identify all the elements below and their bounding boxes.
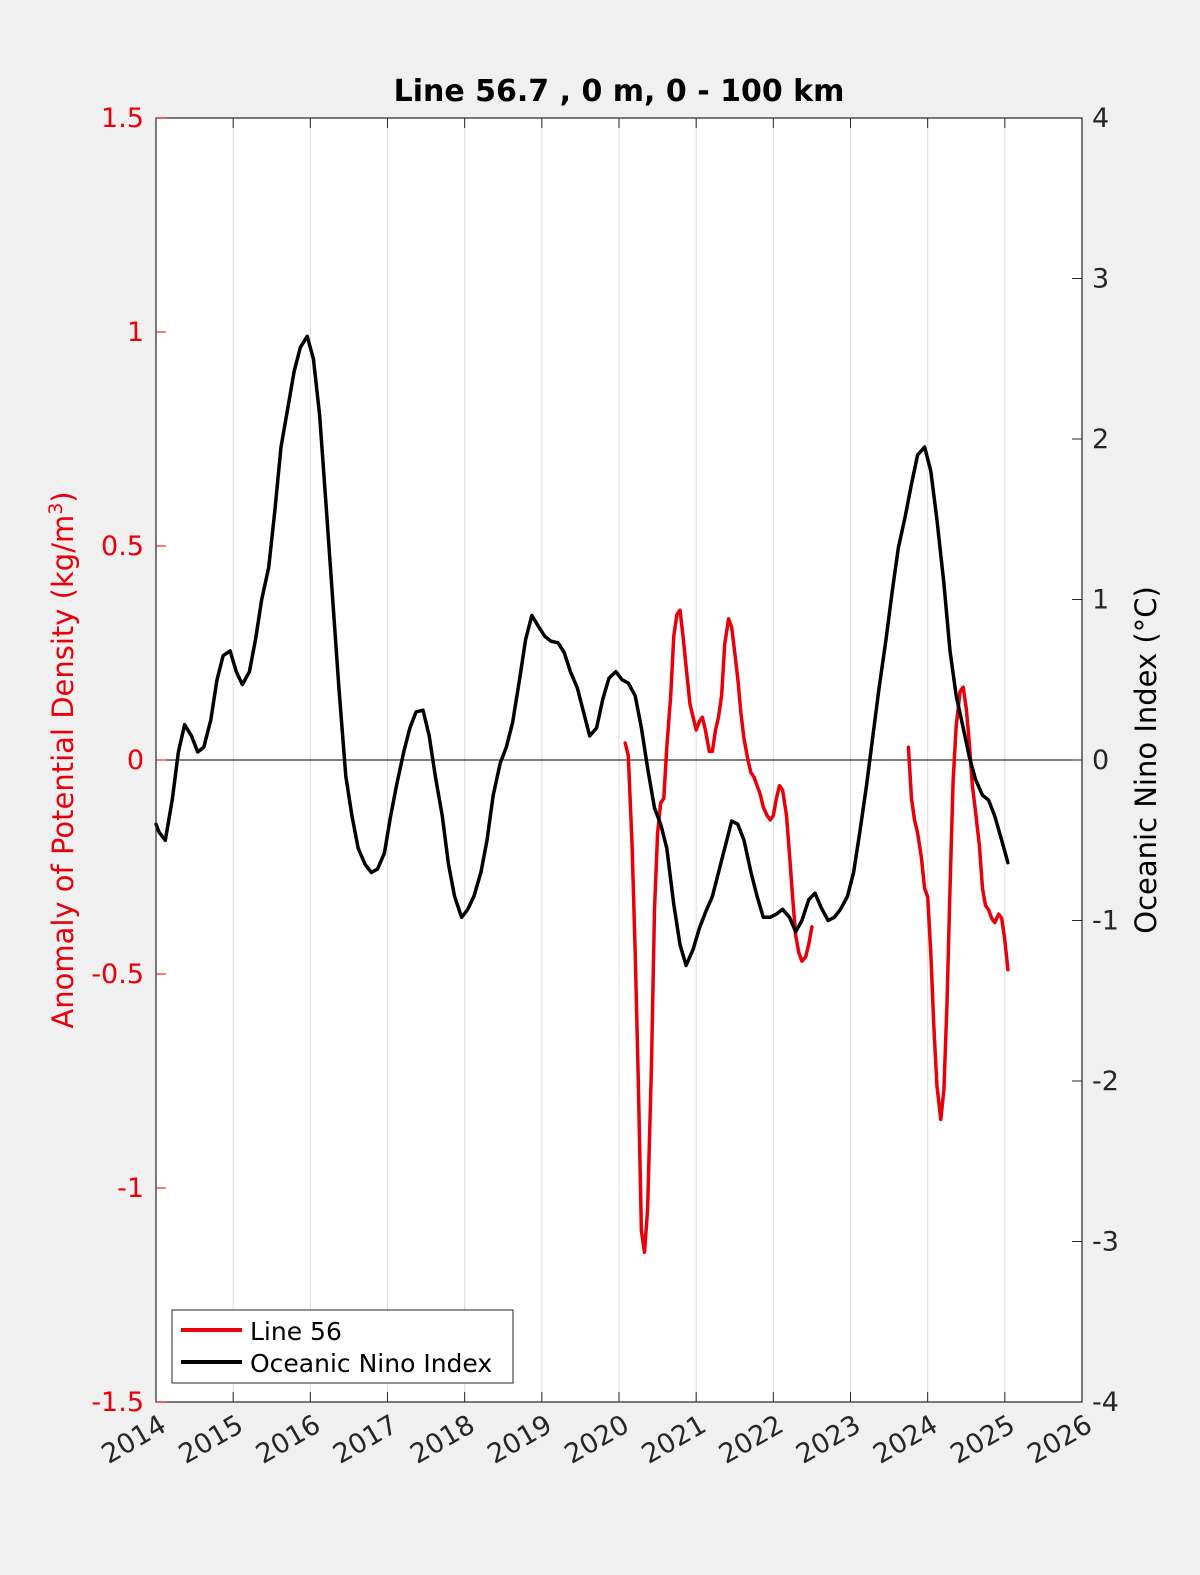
x-tick-label: 2025 — [945, 1409, 1020, 1470]
chart-title: Line 56.7 , 0 m, 0 - 100 km — [394, 74, 845, 109]
x-tick-label: 2018 — [405, 1409, 480, 1470]
legend-label-oni: Oceanic Nino Index — [250, 1349, 492, 1378]
right-y-axis: 4 3 2 1 0 -1 -2 -3 -4 — [1072, 103, 1119, 1418]
left-y-tick-label: 0.5 — [101, 531, 144, 562]
legend-label-line56: Line 56 — [250, 1317, 342, 1346]
left-y-tick-label: -0.5 — [91, 959, 144, 990]
left-y-tick-label: 1 — [127, 317, 144, 348]
right-y-tick-label: -3 — [1092, 1227, 1119, 1258]
x-tick-label: 2024 — [868, 1409, 943, 1470]
right-y-tick-label: 4 — [1092, 103, 1109, 134]
right-y-tick-label: 3 — [1092, 264, 1109, 295]
left-axis-label-sup: 3 — [45, 503, 67, 515]
right-y-tick-label: -4 — [1092, 1387, 1119, 1418]
series-oni — [154, 334, 1010, 968]
x-tick-label: 2021 — [637, 1409, 712, 1470]
x-tick-label: 2022 — [714, 1409, 789, 1470]
left-y-tick-label: -1 — [117, 1173, 144, 1204]
x-tick-label: 2017 — [328, 1409, 403, 1470]
x-tick-label: 2026 — [1022, 1409, 1097, 1470]
left-axis-label-close: ) — [46, 491, 80, 502]
series-line56 — [623, 608, 814, 1254]
x-tick-label: 2015 — [174, 1409, 249, 1470]
series-layer — [154, 334, 1010, 1254]
legend-box — [171, 1309, 514, 1384]
x-tick-label: 2016 — [251, 1409, 326, 1470]
right-y-tick-label: 2 — [1092, 424, 1109, 455]
left-axis-label-main: Anomaly of Potential Density (kg/m — [46, 515, 80, 1029]
right-y-tick-label: 0 — [1092, 745, 1109, 776]
right-y-tick-label: -1 — [1092, 906, 1119, 937]
x-tick-label: 2019 — [482, 1409, 557, 1470]
left-y-tick-label: -1.5 — [91, 1387, 144, 1418]
left-y-tick-label: 0 — [127, 745, 144, 776]
x-tick-label: 2014 — [96, 1409, 171, 1470]
left-y-axis: 1.5 1 0.5 0 -0.5 -1 -1.5 — [91, 103, 166, 1418]
x-tick-label: 2020 — [559, 1409, 634, 1470]
left-y-tick-label: 1.5 — [101, 103, 144, 134]
right-y-tick-label: 1 — [1092, 585, 1109, 616]
left-axis-label: Anomaly of Potential Density (kg/m3) — [45, 491, 80, 1028]
legend: Line 56 Oceanic Nino Index — [171, 1309, 514, 1384]
x-tick-label: 2023 — [791, 1409, 866, 1470]
right-axis-label: Oceanic Nino Index (°C) — [1129, 586, 1163, 934]
right-y-tick-label: -2 — [1092, 1066, 1119, 1097]
